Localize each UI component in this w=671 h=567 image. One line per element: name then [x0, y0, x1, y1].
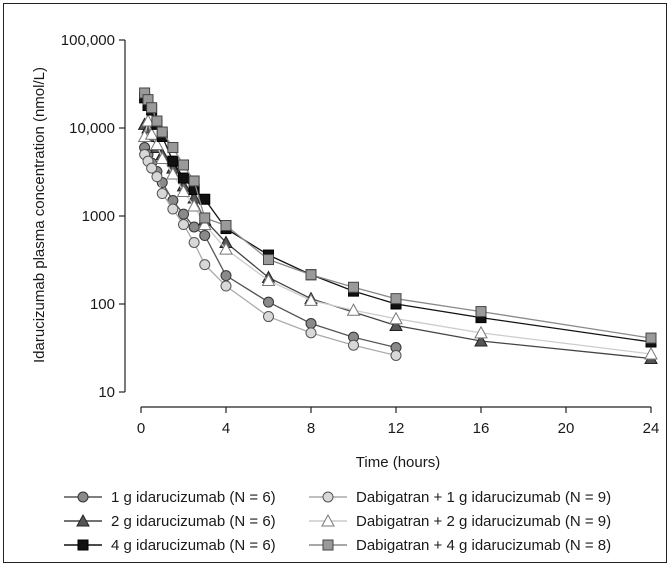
- data-point: [144, 127, 159, 140]
- legend-item: 1 g idarucizumab (N = 6): [64, 489, 276, 506]
- data-point: [645, 332, 657, 344]
- data-point: [146, 162, 158, 174]
- legend-item: Dabigatran + 1 g idarucizumab (N = 9): [309, 489, 611, 506]
- legend-marker: [77, 491, 89, 503]
- legend-item: 2 g idarucizumab (N = 6): [64, 513, 276, 530]
- series-line: [144, 92, 652, 339]
- data-point: [151, 115, 163, 127]
- legend-item: 4 g idarucizumab (N = 6): [64, 537, 276, 554]
- series-1: [139, 148, 402, 361]
- data-point: [141, 113, 155, 127]
- data-point: [178, 219, 189, 231]
- data-point: [261, 273, 276, 286]
- data-point: [220, 280, 232, 292]
- x-axis-title: Time (hours): [356, 454, 440, 471]
- y-tick-label: 1000: [82, 208, 115, 225]
- data-point: [155, 151, 170, 165]
- data-point: [178, 208, 189, 220]
- data-point: [348, 281, 359, 293]
- data-point: [156, 126, 168, 138]
- data-point: [474, 333, 488, 347]
- series-3: [137, 113, 658, 360]
- data-point: [146, 102, 158, 114]
- x-tick-label: 24: [643, 420, 660, 437]
- chart-frame: [3, 3, 667, 563]
- data-point: [199, 259, 211, 271]
- data-point: [178, 172, 189, 184]
- legend-item: Dabigatran + 2 g idarucizumab (N = 9): [309, 513, 611, 530]
- legend-label: 2 g idarucizumab (N = 6): [111, 513, 276, 530]
- legend-item: Dabigatran + 4 g idarucizumab (N = 8): [309, 537, 611, 554]
- series-4: [139, 92, 657, 348]
- legend-label: Dabigatran + 1 g idarucizumab (N = 9): [356, 489, 611, 506]
- data-point: [188, 221, 200, 233]
- x-tick-label: 0: [137, 420, 145, 437]
- data-point: [220, 219, 232, 231]
- legend: 1 g idarucizumab (N = 6) Dabigatran + 1 g…: [64, 489, 611, 554]
- x-tick-label: 20: [558, 420, 575, 437]
- y-tick-label: 100,000: [61, 32, 115, 49]
- data-point: [644, 346, 658, 360]
- data-point: [220, 270, 232, 282]
- data-point: [475, 306, 487, 318]
- data-point: [150, 137, 164, 150]
- legend-label: 4 g idarucizumab (N = 6): [111, 537, 276, 554]
- data-point: [188, 236, 200, 248]
- series-layer: [137, 87, 658, 365]
- legend-marker: [77, 539, 89, 551]
- data-point: [346, 303, 361, 316]
- data-point: [389, 311, 403, 325]
- y-tick-label: 10,000: [69, 120, 115, 137]
- data-point: [304, 293, 318, 306]
- data-point: [305, 327, 317, 339]
- x-tick-label: 8: [307, 420, 315, 437]
- data-point: [389, 318, 403, 331]
- y-axis-title: Idarucizumab plasma concentration (nmol/…: [31, 67, 48, 363]
- legend-marker: [76, 513, 90, 527]
- legend-marker: [322, 491, 334, 503]
- y-tick-label: 100: [90, 296, 115, 313]
- data-point: [187, 198, 201, 212]
- data-point: [167, 142, 179, 154]
- data-point: [474, 325, 488, 339]
- data-point: [305, 269, 317, 281]
- data-point: [199, 193, 211, 205]
- legend-label: 1 g idarucizumab (N = 6): [111, 489, 276, 506]
- data-point: [219, 242, 233, 255]
- data-point: [263, 254, 274, 266]
- data-point: [199, 212, 211, 224]
- legend-marker: [321, 513, 335, 527]
- legend-marker: [322, 539, 334, 551]
- y-tick-label: 10: [98, 384, 115, 401]
- data-point: [390, 349, 402, 361]
- axes: 10 100 1000 10,000 100,000 0 4 8 12 16 20 24: [61, 32, 660, 437]
- data-point: [166, 166, 180, 180]
- data-point: [348, 339, 359, 351]
- data-point: [197, 217, 212, 231]
- data-point: [199, 230, 211, 242]
- data-point: [151, 171, 163, 183]
- data-point: [178, 159, 189, 171]
- data-point: [305, 318, 317, 330]
- series-5: [139, 87, 657, 344]
- data-point: [263, 296, 274, 308]
- data-point: [188, 175, 200, 187]
- data-point: [390, 293, 402, 305]
- data-point: [167, 155, 179, 167]
- data-point: [176, 184, 191, 197]
- x-tick-label: 12: [388, 420, 405, 437]
- legend-label: Dabigatran + 4 g idarucizumab (N = 8): [356, 537, 611, 554]
- data-point: [167, 203, 179, 215]
- data-point: [156, 188, 168, 200]
- data-point: [263, 311, 274, 323]
- x-tick-label: 4: [222, 420, 230, 437]
- x-tick-label: 16: [473, 420, 490, 437]
- legend-label: Dabigatran + 2 g idarucizumab (N = 9): [356, 513, 611, 530]
